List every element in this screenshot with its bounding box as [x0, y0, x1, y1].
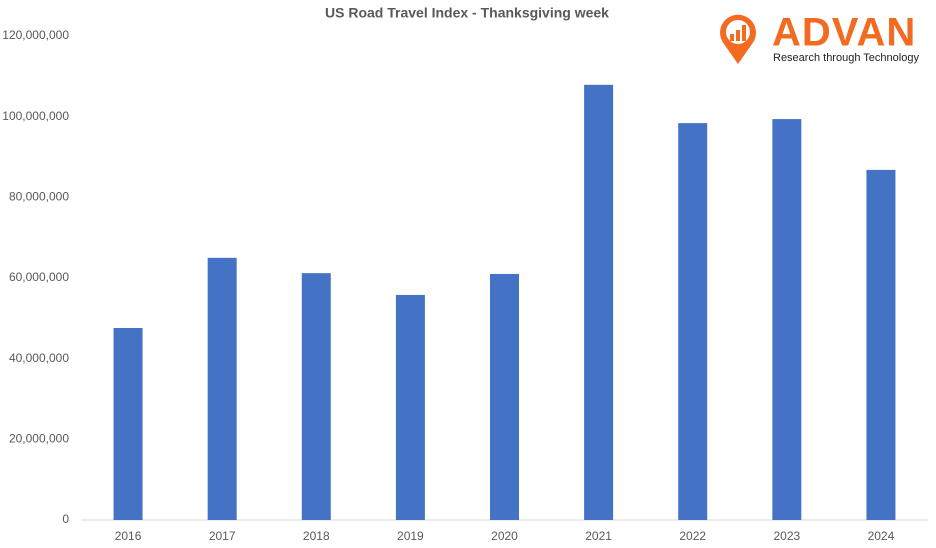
x-tick-label: 2024 — [868, 529, 895, 543]
logo-bar — [730, 34, 734, 41]
bar — [207, 257, 237, 520]
logo-tagline: Research through Technology — [773, 52, 919, 64]
bar — [678, 123, 708, 521]
y-tick-label: 60,000,000 — [9, 270, 69, 284]
chart-title: US Road Travel Index - Thanksgiving week — [325, 5, 609, 21]
x-tick-label: 2017 — [209, 529, 236, 543]
bar — [772, 119, 802, 520]
logo: ADVAN Research through Technology — [719, 11, 919, 64]
logo-name: ADVAN — [772, 11, 916, 55]
bar — [301, 273, 331, 520]
x-tick-label: 2023 — [773, 529, 800, 543]
bar — [584, 84, 614, 520]
bar — [395, 294, 425, 520]
logo-bar — [742, 25, 746, 41]
y-tick-label: 20,000,000 — [9, 432, 69, 446]
x-tick-label: 2021 — [585, 529, 612, 543]
x-tick-label: 2016 — [115, 529, 142, 543]
bar — [113, 328, 143, 520]
x-tick-label: 2022 — [679, 529, 706, 543]
x-tick-label: 2018 — [303, 529, 330, 543]
y-tick-label: 40,000,000 — [9, 351, 69, 365]
logo-bar — [736, 30, 740, 41]
y-tick-label: 120,000,000 — [2, 28, 69, 42]
y-tick-label: 0 — [62, 512, 69, 526]
x-tick-label: 2020 — [491, 529, 518, 543]
x-tick-label: 2019 — [397, 529, 424, 543]
y-tick-label: 100,000,000 — [2, 109, 69, 123]
bar — [490, 273, 519, 520]
y-tick-label: 80,000,000 — [9, 190, 69, 204]
bar — [866, 169, 896, 520]
